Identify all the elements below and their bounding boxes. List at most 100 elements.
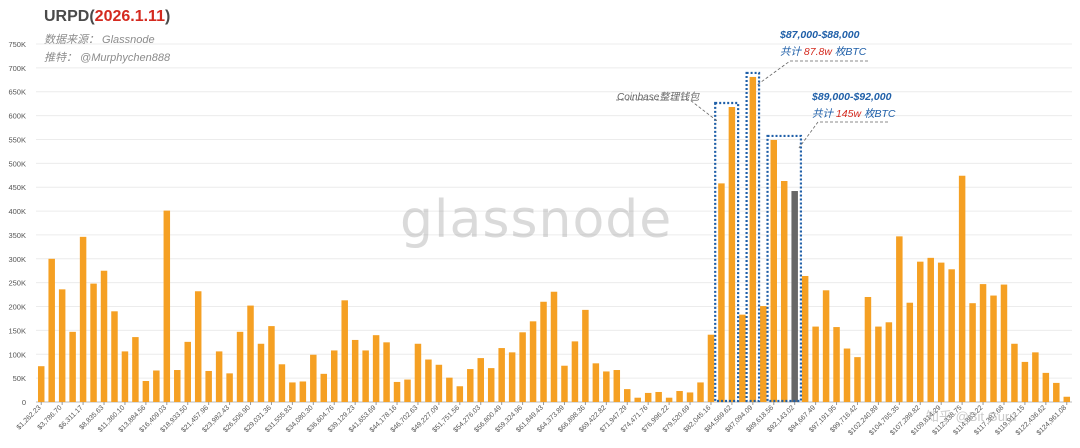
bar — [791, 191, 798, 402]
bar — [613, 370, 621, 402]
bar — [226, 373, 233, 402]
bar — [299, 381, 307, 402]
bar — [843, 348, 851, 402]
bar — [215, 351, 223, 402]
glassnode-watermark: glassnode — [400, 190, 673, 250]
bar — [174, 370, 181, 402]
bar — [142, 380, 150, 402]
bar — [310, 354, 317, 402]
bar — [906, 302, 914, 402]
y-tick-label: 400K — [8, 207, 26, 216]
bar — [665, 397, 673, 402]
bar — [414, 343, 422, 402]
bar — [477, 358, 484, 402]
y-tick-label: 50K — [13, 374, 26, 383]
bar — [812, 326, 819, 402]
bar — [184, 341, 191, 402]
bar — [540, 301, 547, 402]
box2-total: 共计 145w 枚BTC — [812, 106, 895, 121]
bar — [571, 341, 579, 402]
y-tick-label: 150K — [8, 326, 26, 335]
bar — [435, 364, 443, 402]
bar — [383, 342, 390, 402]
bar — [320, 373, 328, 402]
bar — [1000, 284, 1008, 402]
bar — [111, 311, 118, 402]
bar — [854, 357, 861, 402]
bar — [247, 305, 254, 402]
coinbase-annotation: Coinbase整理钱包 — [617, 92, 700, 103]
bar — [864, 296, 872, 402]
box2-annotation: $89,000-$92,000 共计 145w 枚BTC — [812, 91, 895, 121]
bar — [603, 371, 610, 402]
bars — [37, 76, 1071, 403]
bar — [508, 352, 516, 402]
bar — [132, 337, 139, 402]
bar — [351, 339, 359, 402]
box1-value: 87.8w — [803, 46, 832, 58]
box1-title: $87,000-$88,000 — [780, 29, 860, 41]
bar — [467, 369, 474, 402]
bar — [833, 327, 840, 402]
bar — [655, 391, 662, 402]
bar — [676, 391, 683, 402]
bar — [372, 335, 380, 402]
bar — [707, 334, 715, 402]
bar — [278, 364, 286, 402]
bar — [875, 326, 882, 402]
bar — [1063, 396, 1071, 402]
bar — [550, 291, 558, 402]
bar — [780, 180, 788, 402]
bar — [927, 257, 934, 402]
box-89k-92k — [766, 134, 803, 403]
bar — [1032, 352, 1039, 402]
coinbase-box — [714, 101, 740, 403]
bar — [153, 370, 160, 402]
bar — [728, 107, 736, 403]
y-axis-ticks: 0 50K 100K 150K 200K 250K 300K 350K 400K 450K 500K… — [8, 40, 26, 407]
title-date: 2026.1.11 — [94, 8, 165, 25]
bar — [456, 386, 464, 402]
bar — [896, 236, 903, 402]
y-tick-label: 250K — [8, 279, 26, 288]
bar — [1053, 382, 1060, 402]
bar — [393, 381, 401, 402]
bar — [341, 300, 348, 402]
box2-prefix: 共计 — [812, 108, 833, 120]
box1-leader-line — [756, 60, 868, 86]
bar — [801, 275, 809, 402]
bar — [718, 183, 725, 402]
zhihu-watermark: 知乎 @Bit Guru — [926, 409, 1017, 424]
bar — [404, 379, 411, 402]
bar — [739, 314, 746, 402]
bar — [979, 284, 987, 402]
bar — [822, 290, 830, 402]
x-axis-ticks: $1,262.23$3,786.70$6,311.17$8,835.63$11,… — [16, 402, 1068, 437]
bar — [969, 303, 976, 402]
box1-annotation: $87,000-$88,000 共计 87.8w 枚BTC — [780, 29, 866, 59]
y-tick-label: 0 — [22, 398, 26, 407]
coinbase-leader-line — [616, 99, 718, 122]
bar — [937, 262, 945, 402]
title-prefix: URPD( — [44, 8, 95, 25]
y-tick-label: 700K — [8, 64, 26, 73]
bar — [425, 359, 432, 402]
bar — [498, 348, 505, 402]
y-tick-label: 600K — [8, 112, 26, 121]
bar — [487, 368, 495, 402]
bar — [268, 326, 275, 402]
y-tick-label: 300K — [8, 255, 26, 264]
y-tick-label: 650K — [8, 88, 26, 97]
box2-suffix: 枚BTC — [863, 108, 896, 120]
bar — [561, 365, 568, 402]
y-tick-label: 750K — [8, 40, 26, 49]
y-tick-label: 500K — [8, 159, 26, 168]
bar — [236, 331, 244, 402]
bar — [205, 370, 212, 402]
bar — [686, 392, 694, 402]
box2-value: 145w — [835, 108, 862, 120]
y-tick-label: 200K — [8, 303, 26, 312]
y-tick-label: 450K — [8, 183, 26, 192]
